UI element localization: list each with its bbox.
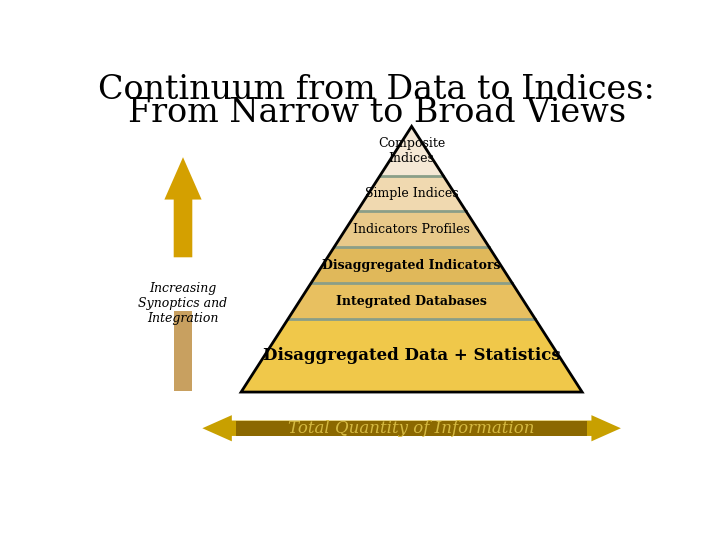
Text: Integrated Databases: Integrated Databases bbox=[336, 294, 487, 308]
Text: Disaggregated Data + Statistics: Disaggregated Data + Statistics bbox=[263, 347, 560, 364]
Text: Increasing
Synoptics and
Integration: Increasing Synoptics and Integration bbox=[138, 282, 228, 325]
Polygon shape bbox=[311, 247, 512, 283]
Text: Continuum from Data to Indices:: Continuum from Data to Indices: bbox=[99, 74, 655, 106]
Polygon shape bbox=[164, 157, 202, 257]
Polygon shape bbox=[334, 211, 489, 247]
Text: Total Quantity of Information: Total Quantity of Information bbox=[289, 420, 535, 437]
Polygon shape bbox=[380, 126, 444, 176]
Text: Composite
Indices: Composite Indices bbox=[378, 137, 445, 165]
Polygon shape bbox=[202, 415, 621, 441]
Text: Indicators Profiles: Indicators Profiles bbox=[354, 223, 470, 236]
Polygon shape bbox=[288, 283, 535, 319]
Text: From Narrow to Broad Views: From Narrow to Broad Views bbox=[127, 97, 626, 129]
Polygon shape bbox=[174, 311, 192, 390]
Polygon shape bbox=[357, 176, 466, 211]
Text: Disaggregated Indicators: Disaggregated Indicators bbox=[323, 259, 501, 272]
Polygon shape bbox=[236, 421, 587, 436]
Polygon shape bbox=[241, 319, 582, 392]
Text: Simple Indices: Simple Indices bbox=[365, 187, 459, 200]
